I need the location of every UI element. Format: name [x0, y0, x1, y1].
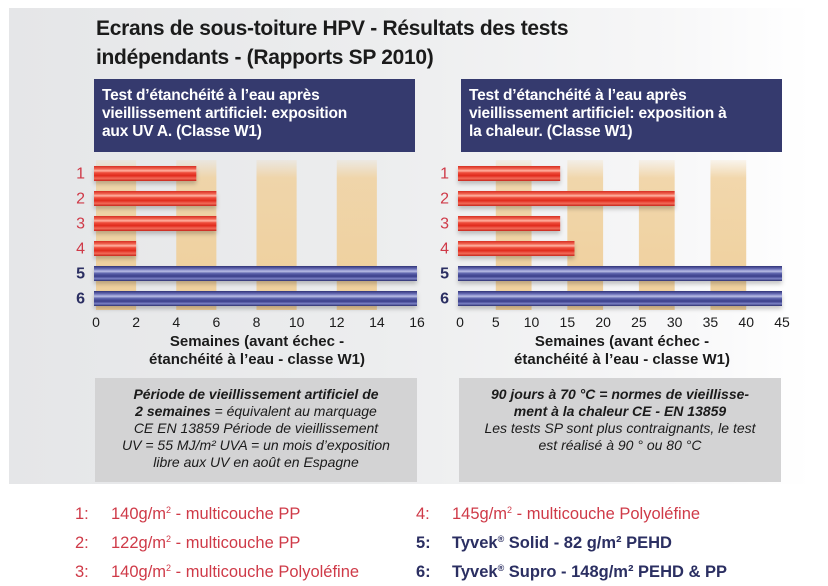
- left-bar-3: [94, 216, 217, 231]
- right-shaded-band-1: [567, 160, 604, 310]
- title-line-1: Ecrans de sous-toiture HPV - Résultats d…: [96, 17, 569, 40]
- right-x-tick-label: 25: [631, 314, 647, 330]
- left-note-text-5: libre aux UV en août en Espagne: [153, 454, 359, 470]
- right-bar-1: [458, 166, 561, 181]
- right-header-line-2: vieillissement artificiel: exposition à: [469, 105, 727, 122]
- left-x-tick-label: 2: [132, 314, 140, 330]
- left-bar-2: [94, 191, 217, 206]
- left-note-bold-2: 2 semaines: [135, 403, 211, 419]
- right-x-tick-label: 45: [774, 314, 790, 330]
- left-x-tick-label: 0: [92, 314, 100, 330]
- right-x-axis-title-line-2: étanchéité à l’eau - classe W1): [514, 351, 730, 368]
- left-x-axis-title-line-1: Semaines (avant échec -: [169, 333, 345, 350]
- left-x-axis-title: Semaines (avant échec - étanchéité à l’e…: [92, 333, 422, 369]
- left-category-label-2: 2: [76, 191, 85, 208]
- legend-item-2: 2: 122g/m2 - multicouche PP: [75, 534, 301, 552]
- left-category-label-3: 3: [76, 216, 85, 233]
- right-chart-header: Test d’étanchéité à l’eau après vieillis…: [461, 79, 782, 152]
- right-x-tick-label: 15: [560, 314, 576, 330]
- title-line-2: indépendants - (Rapports SP 2010): [96, 46, 434, 69]
- left-bar-5: [94, 266, 417, 281]
- right-category-label-1: 1: [440, 166, 449, 183]
- right-category-label-3: 3: [440, 216, 449, 233]
- left-category-label-1: 1: [76, 166, 85, 183]
- right-x-axis-title: Semaines (avant échec - étanchéité à l’e…: [457, 333, 787, 369]
- left-x-axis-title-line-2: étanchéité à l’eau - classe W1): [149, 351, 365, 368]
- left-note-bold-1: Période de vieillissement artificiel de: [133, 386, 379, 402]
- right-header-line-1: Test d’étanchéité à l’eau après: [469, 87, 687, 104]
- right-note-text-4: est réalisé à 90 ° ou 80 °C: [538, 437, 702, 453]
- right-bar-2: [458, 191, 675, 206]
- left-category-label-4: 4: [76, 241, 85, 258]
- left-x-tick-label: 6: [212, 314, 220, 330]
- legend-item-1: 1: 140g/m2 - multicouche PP: [75, 505, 301, 523]
- left-shaded-band-2: [256, 160, 297, 310]
- left-bar-4: [94, 241, 137, 256]
- left-category-label-6: 6: [76, 291, 85, 308]
- right-x-tick-label: 20: [595, 314, 611, 330]
- right-x-tick-label: 0: [456, 314, 464, 330]
- right-category-label-5: 5: [440, 266, 449, 283]
- left-bar-6: [94, 291, 417, 306]
- left-note-box: Période de vieillissement artificiel de …: [95, 378, 417, 482]
- page-title: Ecrans de sous-toiture HPV - Résultats d…: [96, 14, 756, 72]
- right-category-label-6: 6: [440, 291, 449, 308]
- left-category-label-5: 5: [76, 266, 85, 283]
- legend-item-6: 6: Tyvek® Supro - 148g/m² PEHD & PP: [416, 563, 727, 581]
- left-bar-1: [94, 166, 197, 181]
- right-shaded-band-2: [638, 160, 675, 310]
- left-x-tick-label: 12: [329, 314, 345, 330]
- right-category-label-4: 4: [440, 241, 449, 258]
- right-note-box: 90 jours à 70 °C = normes de vieillisse-…: [459, 378, 781, 482]
- left-shaded-band-0: [96, 160, 137, 310]
- left-header-line-3: aux UV A. (Classe W1): [102, 123, 262, 140]
- right-x-tick-label: 35: [703, 314, 719, 330]
- right-note-bold-2: ment à la chaleur CE - EN 13859: [513, 403, 727, 419]
- legend-left-column: 1: 140g/m2 - multicouche PP 2: 122g/m2 - m…: [75, 498, 359, 585]
- left-note-text-2: = équivalent au marquage: [210, 403, 377, 419]
- right-note-bold-1: 90 jours à 70 °C = normes de vieillisse-: [490, 386, 750, 402]
- right-x-tick-label: 30: [667, 314, 683, 330]
- right-x-axis-title-line-1: Semaines (avant échec -: [534, 333, 710, 350]
- left-x-tick-label: 10: [289, 314, 305, 330]
- left-x-tick-label: 4: [172, 314, 180, 330]
- left-note-text-4: UV = 55 MJ/m² UVA = un mois d’exposition: [122, 437, 390, 453]
- right-bar-5: [458, 266, 782, 281]
- left-note-text-3: CE EN 13859 Période de vieillissement: [133, 420, 379, 436]
- legend-right-column: 4: 145g/m2 - multicouche Polyoléfine 5: Ty…: [416, 498, 727, 585]
- left-shaded-band-1: [176, 160, 217, 310]
- right-note-text-3: Les tests SP sont plus contraignants, le…: [484, 420, 756, 436]
- legend-item-5: 5: Tyvek® Solid - 82 g/m² PEHD: [416, 534, 672, 552]
- left-header-line-1: Test d’étanchéité à l’eau après: [102, 87, 320, 104]
- right-bar-4: [458, 241, 575, 256]
- left-x-tick-label: 14: [369, 314, 385, 330]
- right-shaded-band-3: [710, 160, 747, 310]
- left-chart-header: Test d’étanchéité à l’eau après vieillis…: [94, 79, 415, 152]
- left-header-line-2: vieillissement artificiel: exposition: [102, 105, 347, 122]
- right-bar-6: [458, 291, 782, 306]
- right-shaded-band-0: [495, 160, 532, 310]
- right-x-tick-label: 40: [738, 314, 754, 330]
- right-category-label-2: 2: [440, 191, 449, 208]
- legend-item-3: 3: 140g/m2 - multicouche Polyoléfine: [75, 563, 360, 581]
- left-x-tick-label: 16: [409, 314, 425, 330]
- left-shaded-band-3: [336, 160, 377, 310]
- right-x-tick-label: 5: [492, 314, 500, 330]
- right-x-tick-label: 10: [524, 314, 540, 330]
- left-x-tick-label: 8: [253, 314, 261, 330]
- legend-item-4: 4: 145g/m2 - multicouche Polyoléfine: [416, 505, 701, 523]
- right-bar-3: [458, 216, 561, 231]
- right-header-line-3: la chaleur. (Classe W1): [469, 123, 633, 140]
